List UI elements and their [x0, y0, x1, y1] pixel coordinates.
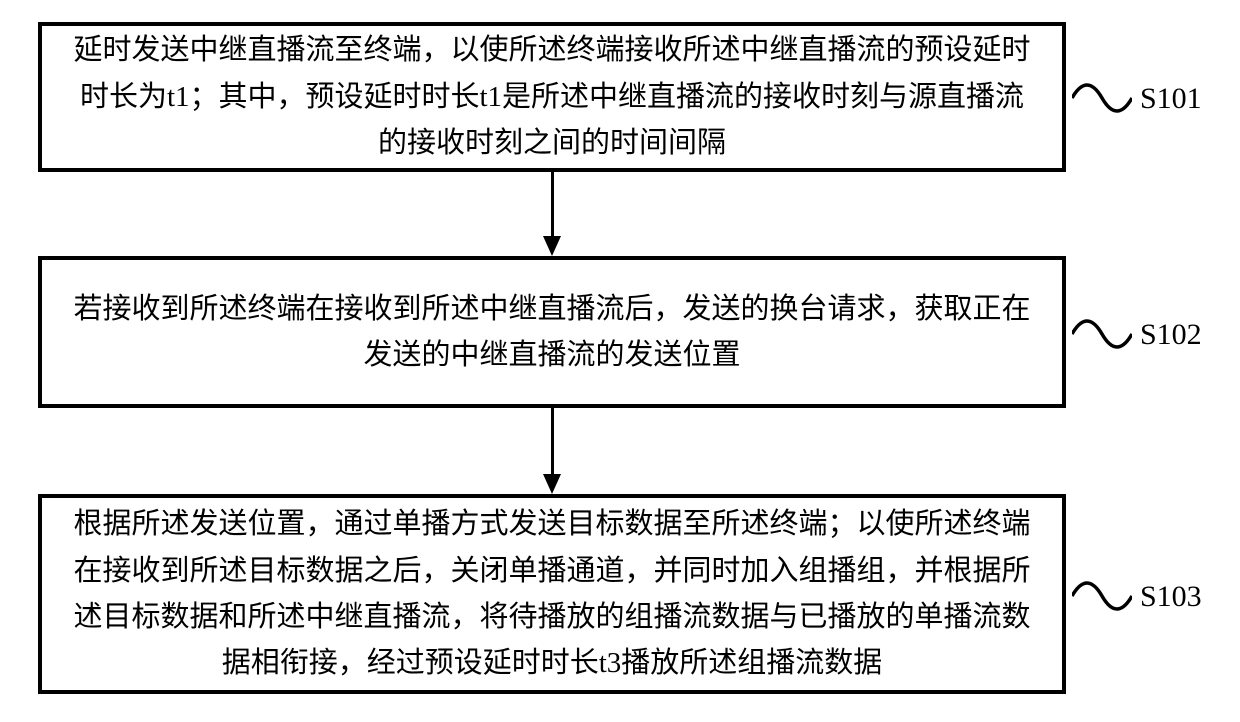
flow-step-s102-text: 若接收到所述终端在接收到所述中继直播流后，发送的换台请求，获取正在发送的中继直播…	[66, 286, 1038, 379]
flowchart-canvas: 延时发送中继直播流至终端，以使所述终端接收所述中继直播流的预设延时时长为t1；其…	[0, 0, 1240, 722]
connector-squiggle-icon	[1072, 312, 1132, 356]
flow-step-s102: 若接收到所述终端在接收到所述中继直播流后，发送的换台请求，获取正在发送的中继直播…	[38, 256, 1066, 408]
arrow-line	[551, 408, 554, 474]
connector-squiggle-icon	[1072, 76, 1132, 120]
flow-step-s101-text: 延时发送中继直播流至终端，以使所述终端接收所述中继直播流的预设延时时长为t1；其…	[66, 27, 1038, 166]
step-label-s101: S101	[1140, 82, 1202, 116]
step-label-s103: S103	[1140, 580, 1202, 614]
connector-squiggle-icon	[1072, 574, 1132, 618]
flow-step-s101: 延时发送中继直播流至终端，以使所述终端接收所述中继直播流的预设延时时长为t1；其…	[38, 22, 1066, 172]
step-label-s102: S102	[1140, 318, 1202, 352]
flow-step-s103: 根据所述发送位置，通过单播方式发送目标数据至所述终端；以使所述终端在接收到所述目…	[38, 494, 1066, 694]
arrow-line	[551, 172, 554, 236]
arrow-head-icon	[543, 474, 561, 494]
flow-step-s103-text: 根据所述发送位置，通过单播方式发送目标数据至所述终端；以使所述终端在接收到所述目…	[66, 501, 1038, 687]
arrow-head-icon	[543, 236, 561, 256]
